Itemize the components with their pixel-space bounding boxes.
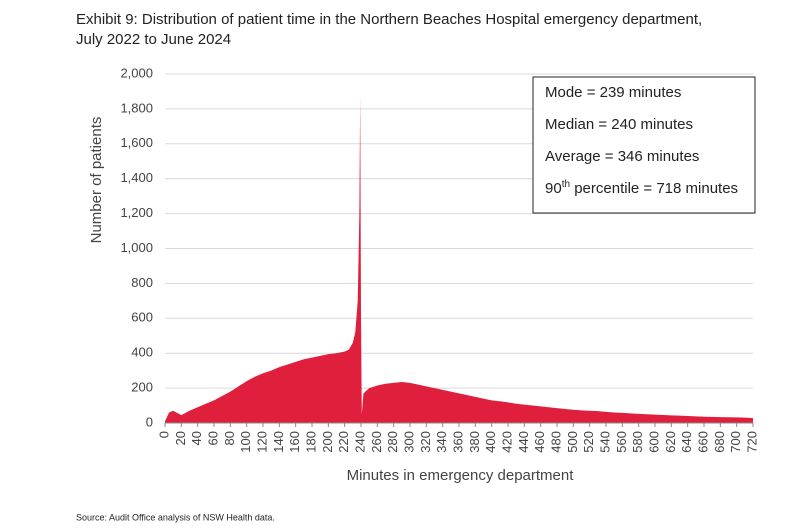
x-tick-label: 500: [565, 431, 580, 453]
x-tick-label: 640: [679, 431, 694, 453]
y-tick-label: 600: [131, 310, 153, 325]
x-tick-label: 180: [303, 431, 318, 453]
y-tick-label: 1,400: [120, 170, 153, 185]
x-tick-label: 260: [369, 431, 384, 453]
x-tick-label: 160: [287, 431, 302, 453]
annotation-part: percentile = 718 minutes: [570, 180, 738, 197]
x-tick-label: 320: [418, 431, 433, 453]
x-tick-label: 100: [238, 431, 253, 453]
x-tick-label: 700: [728, 431, 743, 453]
x-tick-label: 120: [254, 431, 269, 453]
annotation: 90th percentile = 718 minutes: [545, 179, 738, 197]
x-tick-label: 680: [712, 431, 727, 453]
annotation-box: [532, 76, 756, 214]
annotation-part: Mode = 239 minutes: [545, 84, 681, 101]
x-tick-label: 440: [516, 431, 531, 453]
x-tick-label: 60: [205, 431, 220, 445]
x-tick-label: 280: [385, 431, 400, 453]
x-tick-label: 560: [614, 431, 629, 453]
chart-title: July 2022 to June 2024: [76, 31, 231, 48]
x-tick-label: 400: [483, 431, 498, 453]
x-tick-label: 220: [336, 431, 351, 453]
y-tick-label: 1,800: [120, 100, 153, 115]
x-tick-label: 200: [320, 431, 335, 453]
y-axis-label: Number of patients: [88, 117, 105, 244]
y-tick-label: 1,200: [120, 205, 153, 220]
x-tick-label: 300: [401, 431, 416, 453]
y-tick-label: 0: [146, 414, 153, 429]
y-tick-label: 2,000: [120, 65, 153, 80]
x-axis-label: Minutes in emergency department: [347, 467, 575, 484]
x-tick-label: 360: [450, 431, 465, 453]
chart-title: Exhibit 9: Distribution of patient time …: [76, 11, 702, 28]
y-tick-label: 200: [131, 380, 153, 395]
annotation: Median = 240 minutes: [545, 116, 693, 133]
x-tick-label: 20: [173, 431, 188, 445]
y-tick-label: 1,000: [120, 240, 153, 255]
source-note: Source: Audit Office analysis of NSW Hea…: [76, 512, 275, 522]
annotation: Average = 346 minutes: [545, 148, 699, 165]
x-tick-label: 620: [663, 431, 678, 453]
annotation-part: th: [562, 179, 570, 190]
x-tick-label: 600: [646, 431, 661, 453]
x-tick-label: 0: [156, 431, 171, 438]
annotation-part: 90: [545, 180, 562, 197]
y-tick-label: 800: [131, 275, 153, 290]
x-tick-label: 420: [499, 431, 514, 453]
x-tick-label: 40: [189, 431, 204, 445]
x-tick-label: 540: [597, 431, 612, 453]
x-tick-label: 80: [222, 431, 237, 445]
x-tick-label: 520: [581, 431, 596, 453]
x-tick-label: 660: [695, 431, 710, 453]
annotation-part: Median = 240 minutes: [545, 116, 693, 133]
x-tick-label: 480: [548, 431, 563, 453]
x-tick-label: 140: [271, 431, 286, 453]
annotation-part: Average = 346 minutes: [545, 148, 699, 165]
x-tick-label: 240: [352, 431, 367, 453]
y-tick-label: 400: [131, 345, 153, 360]
annotation: Mode = 239 minutes: [545, 84, 681, 101]
x-tick-label: 380: [467, 431, 482, 453]
x-tick-label: 720: [744, 431, 759, 453]
y-tick-label: 1,600: [120, 135, 153, 150]
x-tick-label: 340: [434, 431, 449, 453]
x-tick-label: 580: [630, 431, 645, 453]
x-tick-label: 460: [532, 431, 547, 453]
